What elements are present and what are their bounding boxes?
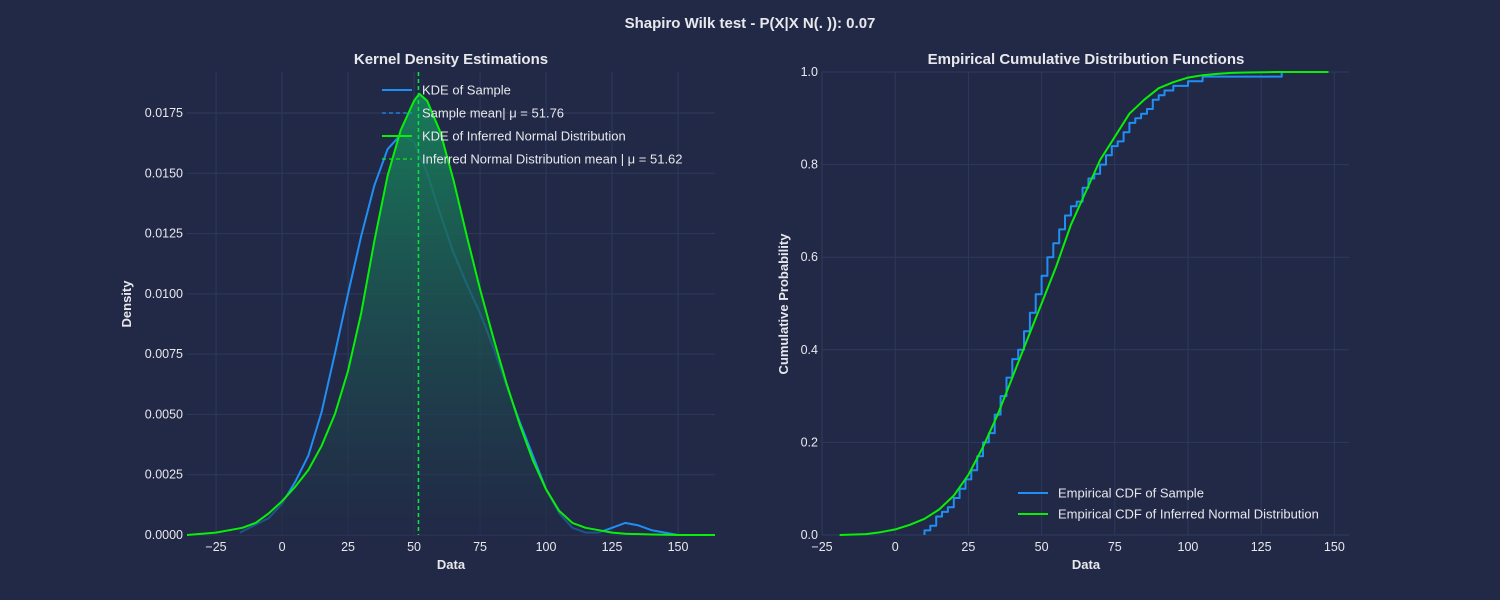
ecdf-x-tick-label: −25 bbox=[811, 540, 832, 554]
kde-x-tick-label: 0 bbox=[279, 540, 286, 554]
ecdf-x-axis-label: Data bbox=[1072, 557, 1101, 572]
kde-chart-title: Kernel Density Estimations bbox=[354, 51, 548, 68]
kde-legend-label: KDE of Inferred Normal Distribution bbox=[422, 129, 626, 144]
ecdf-chart: Empirical Cumulative Distribution Functi… bbox=[776, 51, 1349, 572]
ecdf-x-tick-label: 75 bbox=[1108, 540, 1122, 554]
kde-x-tick-label: 150 bbox=[668, 540, 689, 554]
kde-x-tick-label: 75 bbox=[473, 540, 487, 554]
kde-y-tick-label: 0.0150 bbox=[145, 166, 183, 180]
ecdf-x-tick-label: 50 bbox=[1035, 540, 1049, 554]
kde-y-tick-label: 0.0175 bbox=[145, 106, 183, 120]
kde-y-tick-label: 0.0025 bbox=[145, 468, 183, 482]
ecdf-x-tick-label: 125 bbox=[1251, 540, 1272, 554]
kde-x-tick-label: 50 bbox=[407, 540, 421, 554]
kde-series-normal-line bbox=[186, 92, 715, 536]
kde-y-tick-label: 0.0100 bbox=[145, 287, 183, 301]
kde-y-tick-label: 0.0075 bbox=[145, 347, 183, 361]
kde-legend-label: Inferred Normal Distribution mean | μ = … bbox=[422, 152, 683, 167]
kde-y-axis-label: Density bbox=[119, 280, 134, 328]
ecdf-y-tick-label: 0.2 bbox=[801, 435, 818, 449]
ecdf-legend-label: Empirical CDF of Inferred Normal Distrib… bbox=[1058, 507, 1319, 522]
ecdf-x-tick-label: 150 bbox=[1324, 540, 1345, 554]
kde-legend-label: KDE of Sample bbox=[422, 83, 511, 98]
figure-suptitle: Shapiro Wilk test - P(X|X N(. )): 0.07 bbox=[625, 15, 876, 32]
kde-x-axis-label: Data bbox=[437, 557, 466, 572]
kde-y-tick-label: 0.0125 bbox=[145, 227, 183, 241]
ecdf-x-tick-label: 25 bbox=[961, 540, 975, 554]
kde-legend-label: Sample mean| μ = 51.76 bbox=[422, 106, 564, 121]
ecdf-legend-label: Empirical CDF of Sample bbox=[1058, 486, 1204, 501]
kde-x-tick-label: 25 bbox=[341, 540, 355, 554]
ecdf-series-sample-line bbox=[923, 72, 1283, 535]
ecdf-y-tick-label: 0.4 bbox=[801, 343, 818, 357]
kde-x-tick-label: 125 bbox=[602, 540, 623, 554]
ecdf-x-tick-label: 100 bbox=[1178, 540, 1199, 554]
ecdf-y-tick-label: 0.8 bbox=[801, 158, 818, 172]
ecdf-x-tick-label: 0 bbox=[892, 540, 899, 554]
ecdf-chart-title: Empirical Cumulative Distribution Functi… bbox=[928, 51, 1245, 68]
kde-chart: Kernel Density Estimations Data Density … bbox=[119, 51, 715, 572]
kde-x-tick-label: 100 bbox=[536, 540, 557, 554]
kde-y-tick-label: 0.0000 bbox=[145, 528, 183, 542]
kde-y-tick-label: 0.0050 bbox=[145, 407, 183, 421]
kde-x-tick-label: −25 bbox=[205, 540, 226, 554]
ecdf-y-tick-label: 0.6 bbox=[801, 250, 818, 264]
ecdf-y-tick-label: 1.0 bbox=[801, 65, 818, 79]
kde-normal-area-fill bbox=[187, 93, 715, 535]
ecdf-y-axis-label: Cumulative Probability bbox=[776, 233, 791, 375]
ecdf-y-tick-label: 0.0 bbox=[801, 528, 818, 542]
ecdf-series-normal-line bbox=[839, 71, 1329, 536]
